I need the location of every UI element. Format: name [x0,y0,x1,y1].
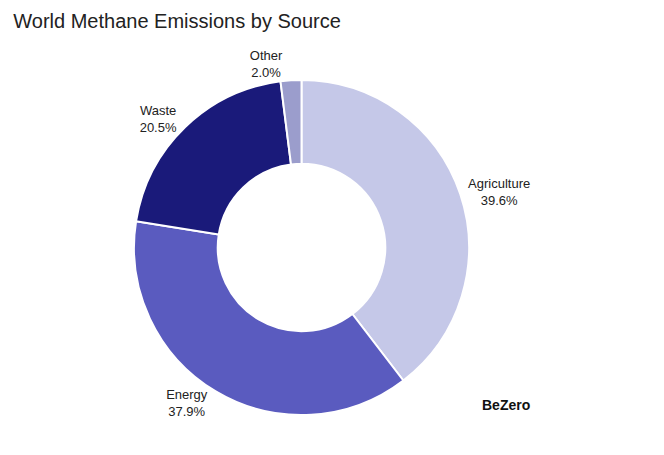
svg-text:Agriculture39.6%: Agriculture39.6% [468,176,530,208]
svg-text:Energy37.9%: Energy37.9% [166,387,208,419]
svg-text:World Methane Emissions by Sou: World Methane Emissions by Source [13,10,341,32]
svg-text:BeZero: BeZero [482,397,530,413]
svg-text:Other2.0%: Other2.0% [250,48,283,80]
svg-text:Waste20.5%: Waste20.5% [140,103,177,135]
